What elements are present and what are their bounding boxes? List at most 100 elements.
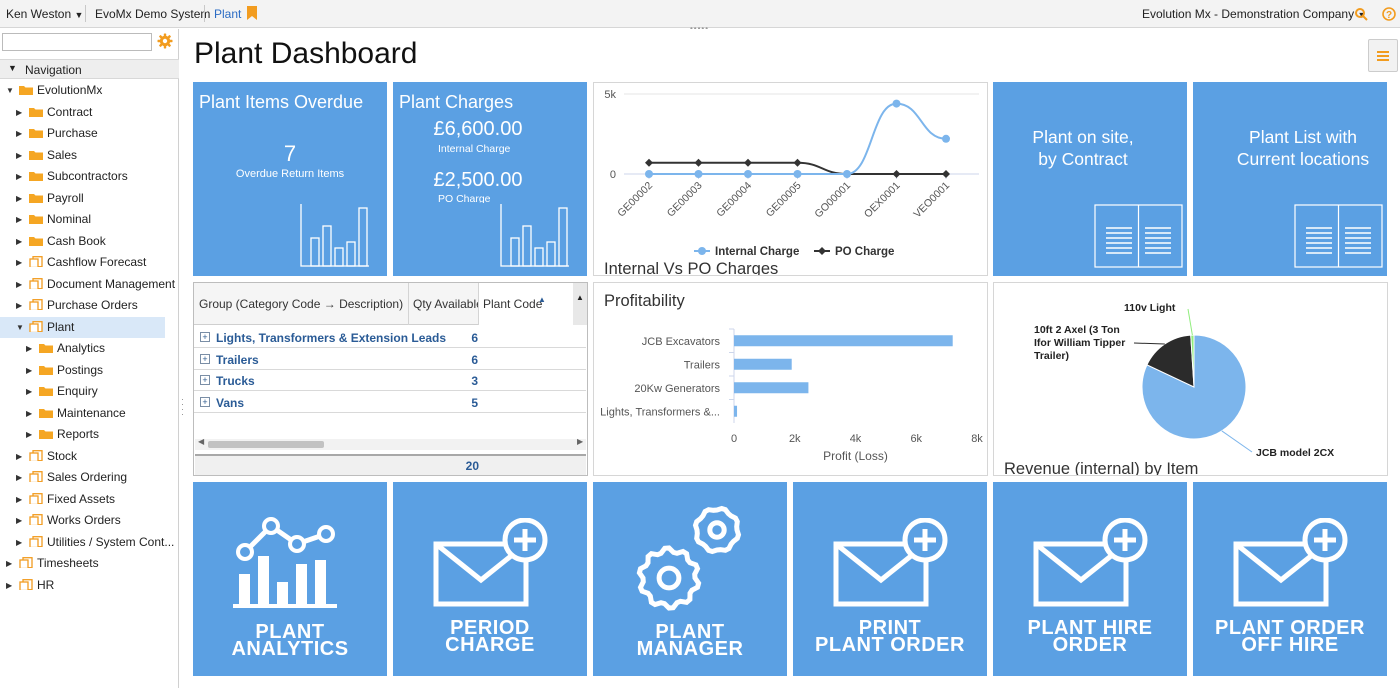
sidebar-item-stock[interactable]: ▶ Stock <box>0 446 179 468</box>
search-icon[interactable] <box>1355 8 1368 21</box>
expand-right-icon[interactable]: ▶ <box>26 430 33 439</box>
data-point[interactable] <box>892 99 901 108</box>
expand-right-icon[interactable]: ▶ <box>16 516 23 525</box>
sidebar-item-hr[interactable]: ▶ HR <box>0 575 179 597</box>
expand-right-icon[interactable]: ▶ <box>16 215 23 224</box>
expand-down-icon[interactable]: ▼ <box>6 86 14 95</box>
user-menu[interactable]: Ken Weston ▼ <box>6 7 83 21</box>
data-point[interactable] <box>744 170 752 178</box>
plant-order-off-hire-button[interactable]: PLANT ORDER OFF HIRE <box>1193 482 1387 676</box>
expand-plus-icon[interactable]: + <box>200 375 210 385</box>
scroll-left-icon[interactable]: ◀ <box>198 437 205 446</box>
pie-slice[interactable] <box>1146 334 1195 388</box>
bookmark-icon[interactable] <box>247 6 257 20</box>
sidebar-item-plant[interactable]: ▼ Plant <box>0 316 165 338</box>
sidebar-item-purchase-orders[interactable]: ▶ Purchase Orders <box>0 295 179 317</box>
sidebar-item-postings[interactable]: ▶ Postings <box>0 360 179 382</box>
expand-right-icon[interactable]: ▶ <box>26 387 33 396</box>
data-point[interactable] <box>694 158 703 167</box>
dashboard-menu-button[interactable] <box>1368 39 1398 72</box>
expand-right-icon[interactable]: ▶ <box>16 129 23 138</box>
sidebar-item-fixed-assets[interactable]: ▶ Fixed Assets <box>0 489 179 511</box>
data-point[interactable] <box>942 170 950 178</box>
sidebar-item-analytics[interactable]: ▶ Analytics <box>0 338 179 360</box>
table-row[interactable]: + Trucks 3 <box>194 370 586 391</box>
expand-plus-icon[interactable]: + <box>200 353 210 364</box>
sidebar-item-subcontractors[interactable]: ▶ Subcontractors <box>0 166 179 188</box>
plant-manager-button[interactable]: PLANT MANAGER <box>593 482 787 676</box>
sidebar-item-works-orders[interactable]: ▶ Works Orders <box>0 510 179 532</box>
expand-right-icon[interactable]: ▶ <box>16 301 23 310</box>
expand-right-icon[interactable]: ▶ <box>26 344 33 353</box>
grid-vscroll-top[interactable]: ▲ <box>573 283 587 325</box>
plant-hire-order-button[interactable]: PLANT HIRE ORDER <box>993 482 1187 676</box>
scroll-right-icon[interactable]: ▶ <box>577 437 584 446</box>
plant-on-site-tile[interactable]: Plant on site, by Contract <box>993 82 1187 276</box>
expand-right-icon[interactable]: ▶ <box>16 258 23 267</box>
print-plant-order-button[interactable]: PRINT PLANT ORDER <box>793 482 987 676</box>
breadcrumb-plant[interactable]: Plant <box>214 7 242 21</box>
sidebar-item-nominal[interactable]: ▶ Nominal <box>0 209 179 231</box>
sidebar-item-document-management[interactable]: ▶ Document Management <box>0 274 179 296</box>
sidebar-item-utilities-system-cont[interactable]: ▶ Utilities / System Cont... <box>0 532 179 554</box>
expand-right-icon[interactable]: ▶ <box>16 107 23 117</box>
expand-right-icon[interactable]: ▶ <box>6 580 13 590</box>
pie-slice[interactable] <box>1141 334 1247 440</box>
data-point[interactable] <box>645 170 653 178</box>
sidebar-item-sales-ordering[interactable]: ▶ Sales Ordering <box>0 467 179 489</box>
data-point[interactable] <box>694 170 703 178</box>
expand-right-icon[interactable]: ▶ <box>26 365 33 375</box>
pie-slice[interactable] <box>1190 334 1195 388</box>
gear-icon[interactable] <box>157 33 173 49</box>
sidebar-item-payroll[interactable]: ▶ Payroll <box>0 188 179 210</box>
table-row[interactable]: + Vans 5 <box>194 392 586 413</box>
expand-right-icon[interactable]: ▶ <box>26 408 33 418</box>
period-charge-button[interactable]: PERIOD CHARGE <box>393 482 587 676</box>
expand-right-icon[interactable]: ▶ <box>16 473 23 482</box>
grid-hscrollbar[interactable]: ◀ ▶ <box>195 437 586 450</box>
column-header-group[interactable]: Group (Category Code → Description) <box>199 297 404 311</box>
sidebar-item-cash-book[interactable]: ▶ Cash Book <box>0 231 179 253</box>
help-icon[interactable]: ? <box>1382 7 1396 21</box>
data-point[interactable] <box>843 170 851 178</box>
sidebar-item-maintenance[interactable]: ▶ Maintenance <box>0 403 179 425</box>
column-header-plant-code[interactable]: Plant Code <box>483 297 543 311</box>
hscroll-thumb[interactable] <box>208 441 324 448</box>
data-point[interactable] <box>744 158 752 167</box>
table-row[interactable]: + Lights, Transformers & Extension Leads 6 <box>194 327 586 348</box>
expand-right-icon[interactable]: ▶ <box>16 150 23 160</box>
expand-right-icon[interactable]: ▶ <box>16 172 23 181</box>
expand-right-icon[interactable]: ▶ <box>16 236 23 246</box>
data-point[interactable] <box>645 158 653 167</box>
data-point[interactable] <box>942 134 950 143</box>
table-row[interactable]: + Trailers 6 <box>194 349 586 370</box>
expand-plus-icon[interactable]: + <box>200 332 210 342</box>
sidebar-item-sales[interactable]: ▶ Sales <box>0 145 179 167</box>
legend-label[interactable]: PO Charge <box>835 246 894 258</box>
plant-analytics-button[interactable]: PLANT ANALYTICS <box>193 482 387 676</box>
resize-grip[interactable]: ••••• <box>690 24 709 33</box>
bar[interactable] <box>734 335 953 347</box>
expand-right-icon[interactable]: ▶ <box>16 451 23 461</box>
system-name[interactable]: EvoMx Demo System <box>95 7 211 21</box>
expand-down-icon[interactable]: ▼ <box>16 322 24 332</box>
data-point[interactable] <box>793 170 802 178</box>
company-selector[interactable]: Evolution Mx - Demonstration Company ▼ <box>1142 7 1366 21</box>
sidebar-item-reports[interactable]: ▶ Reports <box>0 424 179 446</box>
search-input[interactable] <box>2 33 152 51</box>
column-header-qty[interactable]: Qty Available <box>413 297 483 311</box>
legend-label[interactable]: Internal Charge <box>715 246 799 258</box>
sidebar-item-contract[interactable]: ▶ Contract <box>0 102 179 124</box>
expand-right-icon[interactable]: ▶ <box>16 193 23 203</box>
sidebar-item-cashflow-forecast[interactable]: ▶ Cashflow Forecast <box>0 252 179 274</box>
plant-charges-tile[interactable]: Plant Charges £6,600.00 Internal Charge … <box>393 82 587 276</box>
expand-right-icon[interactable]: ▶ <box>16 279 23 289</box>
navigation-header[interactable]: ▼ Navigation <box>0 59 179 79</box>
bar[interactable] <box>734 358 792 370</box>
sidebar-item-evolutionmx[interactable]: ▼ EvolutionMx <box>0 80 179 102</box>
bar[interactable] <box>734 405 738 417</box>
bar[interactable] <box>734 382 809 394</box>
expand-right-icon[interactable]: ▶ <box>16 537 23 547</box>
plant-list-tile[interactable]: Plant List with Current locations <box>1193 82 1387 276</box>
data-point[interactable] <box>793 158 802 167</box>
